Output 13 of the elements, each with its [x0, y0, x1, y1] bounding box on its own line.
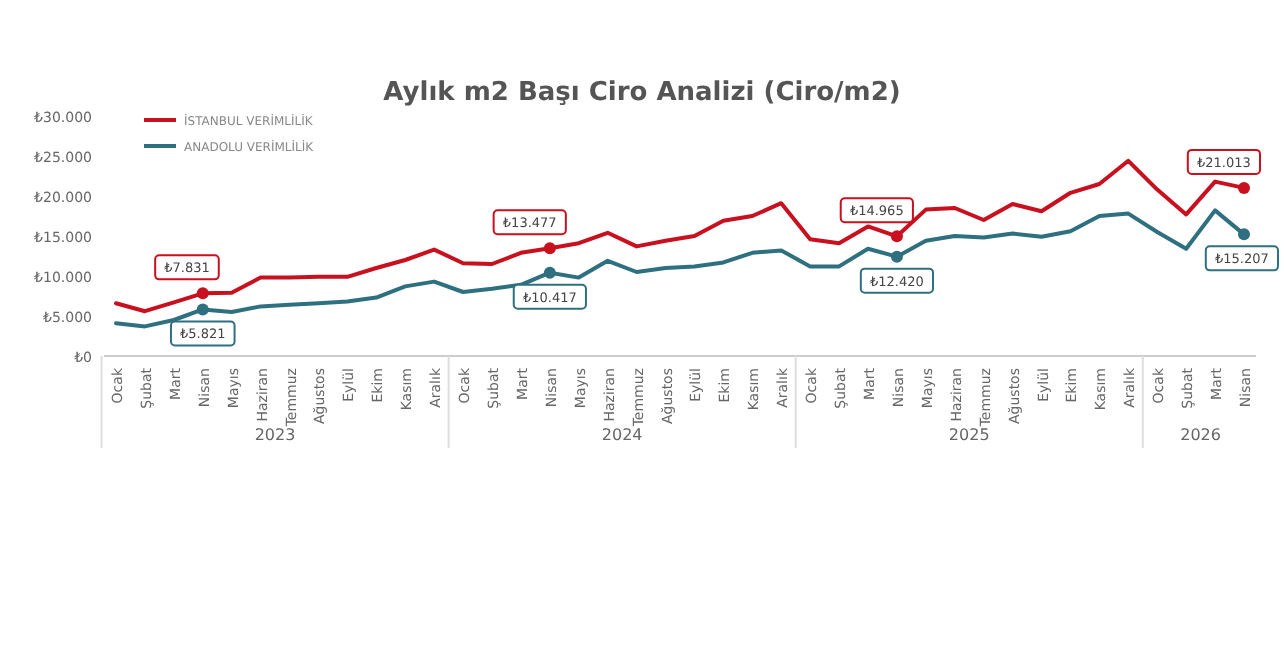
- point: [543, 242, 556, 255]
- text: 2026: [1180, 426, 1221, 444]
- point: [196, 287, 209, 300]
- point: [890, 250, 903, 263]
- point: [543, 266, 556, 279]
- text: 2023: [254, 426, 296, 444]
- text: 2025: [948, 426, 990, 444]
- point: [196, 303, 209, 316]
- text: 2024: [601, 426, 643, 444]
- point: [890, 230, 903, 243]
- point: [1238, 228, 1250, 241]
- chart-title: Aylık m2 Başı Ciro Analizi (Ciro/m2): [383, 78, 901, 108]
- point: [1238, 181, 1250, 194]
